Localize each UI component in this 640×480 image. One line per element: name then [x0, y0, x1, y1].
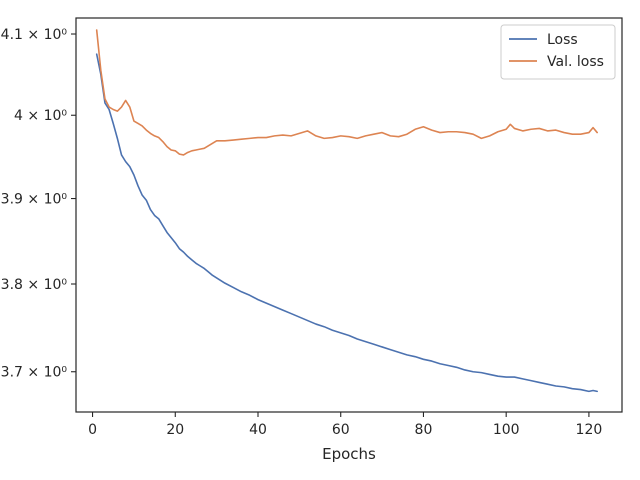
x-tick-label: 80 [415, 422, 433, 438]
plot-frame [75, 17, 623, 413]
series-line-val-loss [95, 29, 598, 156]
x-tick-label: 0 [88, 422, 97, 438]
legend: Loss Val. loss [500, 24, 616, 80]
y-tick-label: 3.8 × 10⁰ [1, 277, 68, 293]
x-tick-label: 60 [332, 422, 350, 438]
x-tick-label: 40 [249, 422, 267, 438]
y-axis: 4.1 × 10⁰ 4 × 10⁰ 3.9 × 10⁰ 3.8 × 10⁰ 3.7 × … [1, 27, 76, 381]
x-tick-label: 100 [493, 422, 520, 438]
y-tick-label: 4 × 10⁰ [14, 108, 67, 124]
x-axis: 0 20 40 60 80 100 120 [88, 412, 602, 438]
x-axis-label: Epochs [322, 445, 376, 463]
series-layer [95, 29, 598, 393]
y-tick-label: 4.1 × 10⁰ [1, 27, 68, 43]
x-tick-label: 20 [166, 422, 184, 438]
legend-label: Val. loss [547, 54, 604, 70]
y-tick-label: 3.7 × 10⁰ [1, 365, 68, 381]
legend-label: Loss [547, 32, 578, 48]
x-tick-label: 120 [576, 422, 603, 438]
series-line-loss [95, 53, 598, 393]
y-tick-label: 3.9 × 10⁰ [1, 192, 68, 208]
